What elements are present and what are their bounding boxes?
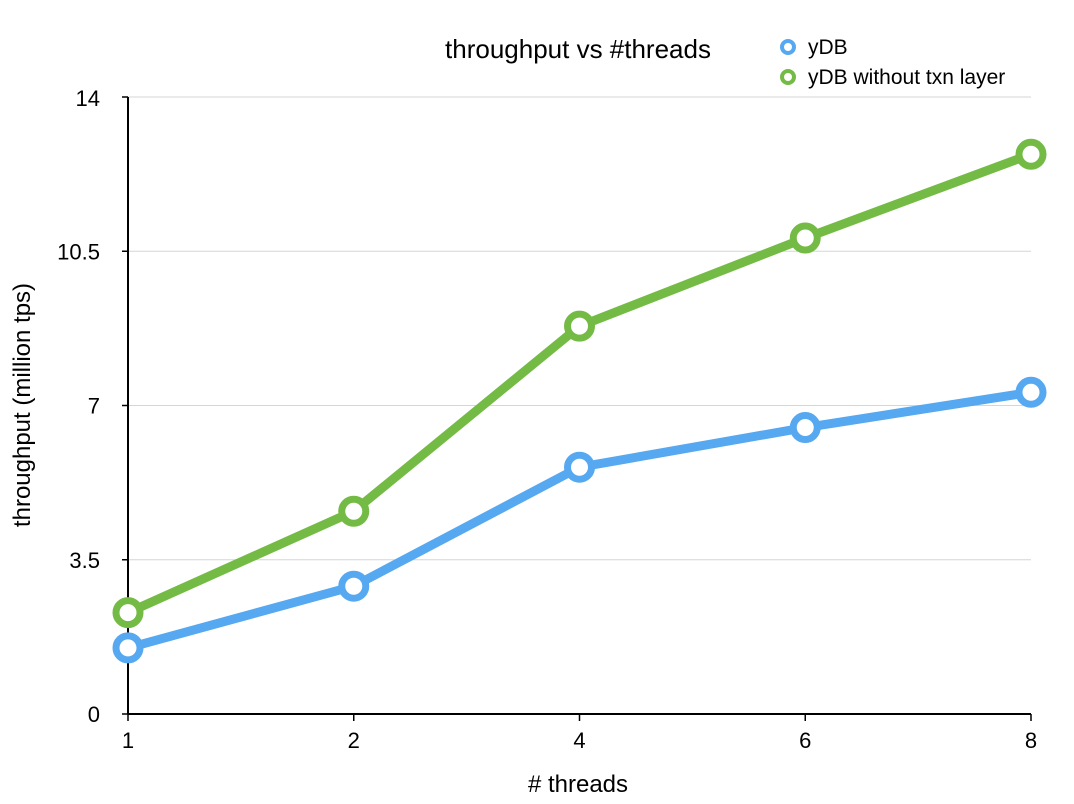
x-tick-label: 4: [573, 728, 585, 753]
axes: [122, 96, 1032, 721]
x-tick-label: 8: [1025, 728, 1037, 753]
data-point: [789, 412, 821, 444]
data-point: [1015, 138, 1047, 170]
y-tick-label: 0: [88, 702, 100, 727]
series-line-0: [123, 387, 1036, 653]
gridlines: [128, 96, 1031, 561]
data-point: [112, 632, 144, 664]
y-tick-label: 14: [76, 86, 100, 111]
y-axis-label: throughput (million tps): [9, 283, 36, 527]
data-point: [338, 570, 370, 602]
data-points: [112, 138, 1047, 664]
data-point: [338, 495, 370, 527]
legend-item-ydb-without-txn-layer: yDB without txn layer: [780, 66, 1005, 89]
legend-label-ydb: yDB: [808, 36, 848, 59]
x-tick-label: 6: [799, 728, 811, 753]
legend-label-ydb-without-txn-layer: yDB without txn layer: [808, 66, 1005, 89]
y-tick-label: 7: [88, 394, 100, 419]
data-point: [789, 222, 821, 254]
x-axis-label: # threads: [528, 771, 628, 798]
series-lines: [123, 149, 1036, 653]
x-tick-label: 2: [348, 728, 360, 753]
chart-title: throughput vs #threads: [445, 34, 711, 64]
data-point: [564, 451, 595, 483]
legend: yDB yDB without txn layer: [780, 36, 1005, 89]
series-line-1: [123, 149, 1036, 618]
data-point: [112, 597, 144, 629]
x-tick-labels: 1 2 4 6 8: [122, 728, 1037, 753]
x-tick-label: 1: [122, 728, 134, 753]
legend-marker-ydb: [780, 39, 796, 55]
data-point: [564, 310, 595, 342]
y-tick-label: 3.5: [69, 548, 100, 573]
data-point: [1015, 376, 1047, 408]
legend-item-ydb: yDB: [780, 36, 848, 59]
legend-marker-ydb-without-txn-layer: [780, 69, 796, 85]
y-tick-label: 10.5: [57, 239, 100, 264]
y-tick-labels: 0 3.5 7 10.5 14: [57, 86, 100, 727]
